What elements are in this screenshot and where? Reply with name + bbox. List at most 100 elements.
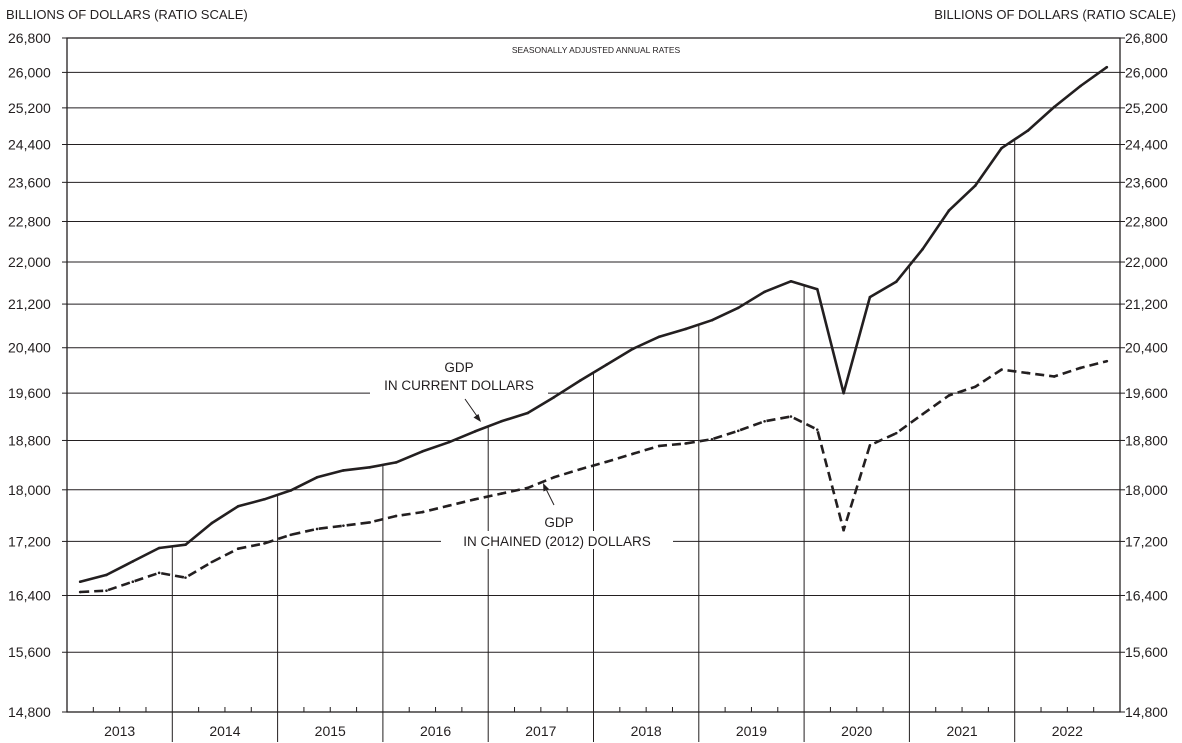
current-dollars-point xyxy=(78,580,82,584)
x-tick-label: 2019 xyxy=(736,723,767,739)
current-dollars-point xyxy=(868,295,872,299)
x-tick-label: 2015 xyxy=(315,723,346,739)
y-tick-label-left: 25,200 xyxy=(8,100,51,116)
chained-dollars-point xyxy=(605,460,608,464)
x-tick-label: 2014 xyxy=(209,723,240,739)
chained-dollars-point xyxy=(526,486,529,490)
current-dollars-point xyxy=(315,475,319,479)
chained-dollars-line xyxy=(80,359,1108,594)
current-dollars-point xyxy=(631,347,635,351)
y-tick-label-left: 26,800 xyxy=(8,30,51,46)
chart-subtitle: SEASONALLY ADJUSTED ANNUAL RATES xyxy=(512,45,681,55)
current-dollars-point xyxy=(263,498,266,501)
label-background xyxy=(370,377,548,394)
current-dollars-point xyxy=(710,318,714,322)
current-dollars-point xyxy=(1105,65,1109,69)
y-tick-label-right: 21,200 xyxy=(1125,296,1168,312)
y-tick-label-right: 25,200 xyxy=(1125,100,1168,116)
current-dollars-point xyxy=(342,469,345,472)
current-dollars-arrowhead xyxy=(473,414,481,422)
y-tick-label-right: 26,000 xyxy=(1125,64,1168,80)
y-tick-label-right: 15,600 xyxy=(1125,644,1168,660)
x-tick-label: 2021 xyxy=(946,723,977,739)
x-tick-label: 2018 xyxy=(631,723,662,739)
y-tick-label-left: 26,000 xyxy=(8,64,51,80)
tick-layer: 14,800 14,800 15,600 15,600 16,400 16,400 17,2… xyxy=(8,30,1168,739)
current-dollars-point xyxy=(1079,84,1082,88)
current-dollars-point xyxy=(184,543,187,547)
x-tick-label: 2020 xyxy=(841,723,872,739)
y-tick-label-left: 16,400 xyxy=(8,587,51,603)
current-dollars-label: GDP IN CURRENT DOLLARS xyxy=(384,360,534,422)
y-tick-label-left: 18,000 xyxy=(8,482,51,498)
current-dollars-label-line1: GDP xyxy=(444,360,473,375)
current-dollars-point xyxy=(473,430,477,433)
chained-dollars-point xyxy=(947,394,951,397)
current-dollars-point xyxy=(236,505,240,508)
chained-dollars-point xyxy=(763,419,766,423)
chained-dollars-label-line1: GDP xyxy=(544,515,573,530)
x-tick-label: 2022 xyxy=(1052,723,1083,739)
chained-dollars-point xyxy=(1079,366,1082,370)
y-tick-label-left: 23,600 xyxy=(8,174,51,190)
current-dollars-point xyxy=(1000,146,1003,150)
chained-dollars-point xyxy=(842,528,845,532)
chained-dollars-label: GDP IN CHAINED (2012) DOLLARS xyxy=(463,483,651,549)
current-dollars-point xyxy=(157,546,161,550)
chained-dollars-point xyxy=(184,576,187,579)
chained-dollars-point xyxy=(1026,371,1030,375)
y-tick-label-right: 18,800 xyxy=(1125,432,1168,448)
chained-dollars-label-line2: IN CHAINED (2012) DOLLARS xyxy=(463,534,651,549)
current-dollars-point xyxy=(684,327,687,331)
chained-dollars-point xyxy=(868,443,872,447)
y-axis-label-right: BILLIONS OF DOLLARS (RATIO SCALE) xyxy=(934,7,1176,22)
chained-dollars-point xyxy=(894,431,898,435)
current-dollars-point xyxy=(1052,105,1056,109)
y-tick-label-left: 22,000 xyxy=(8,254,51,270)
current-dollars-point xyxy=(579,379,582,382)
y-tick-label-left: 22,800 xyxy=(8,213,51,229)
y-tick-label-right: 22,000 xyxy=(1125,254,1168,270)
y-tick-label-left: 19,600 xyxy=(8,385,51,401)
chained-dollars-point xyxy=(473,498,477,501)
y-tick-label-left: 21,200 xyxy=(8,296,51,312)
y-tick-label-right: 22,800 xyxy=(1125,213,1168,229)
current-dollars-point xyxy=(789,279,793,283)
chained-dollars-point xyxy=(342,524,345,527)
current-dollars-point xyxy=(815,287,819,291)
chained-dollars-point xyxy=(263,542,266,545)
chained-dollars-point xyxy=(1105,359,1109,363)
chained-dollars-point xyxy=(131,580,135,584)
chained-dollars-point xyxy=(736,429,740,433)
current-dollars-point xyxy=(394,461,398,464)
current-dollars-point xyxy=(552,395,556,399)
current-dollars-point xyxy=(210,521,214,525)
chained-dollars-point xyxy=(210,560,214,564)
y-tick-label-left: 24,400 xyxy=(8,136,51,152)
chained-dollars-point xyxy=(315,527,319,531)
current-dollars-point xyxy=(421,450,424,453)
chained-dollars-point xyxy=(368,521,372,524)
y-tick-label-right: 17,200 xyxy=(1125,533,1168,549)
current-dollars-point xyxy=(605,363,608,366)
current-dollars-point xyxy=(973,184,977,188)
chained-dollars-point xyxy=(289,533,293,537)
series-layer xyxy=(78,65,1109,594)
chained-dollars-point xyxy=(394,514,398,518)
y-tick-label-left: 20,400 xyxy=(8,340,51,356)
current-dollars-point xyxy=(894,280,898,284)
y-tick-label-right: 19,600 xyxy=(1125,385,1168,401)
current-dollars-point xyxy=(921,247,924,251)
current-dollars-point xyxy=(763,290,766,294)
chained-dollars-point xyxy=(710,437,714,441)
y-tick-label-left: 17,200 xyxy=(8,533,51,549)
chained-dollars-point xyxy=(421,510,424,514)
current-dollars-point xyxy=(658,335,661,338)
y-tick-label-right: 20,400 xyxy=(1125,340,1168,356)
chained-dollars-point xyxy=(631,452,635,456)
chained-dollars-arrowhead xyxy=(543,483,549,492)
chained-dollars-point xyxy=(658,444,661,448)
chained-dollars-point xyxy=(815,428,819,431)
current-dollars-point xyxy=(736,306,740,310)
